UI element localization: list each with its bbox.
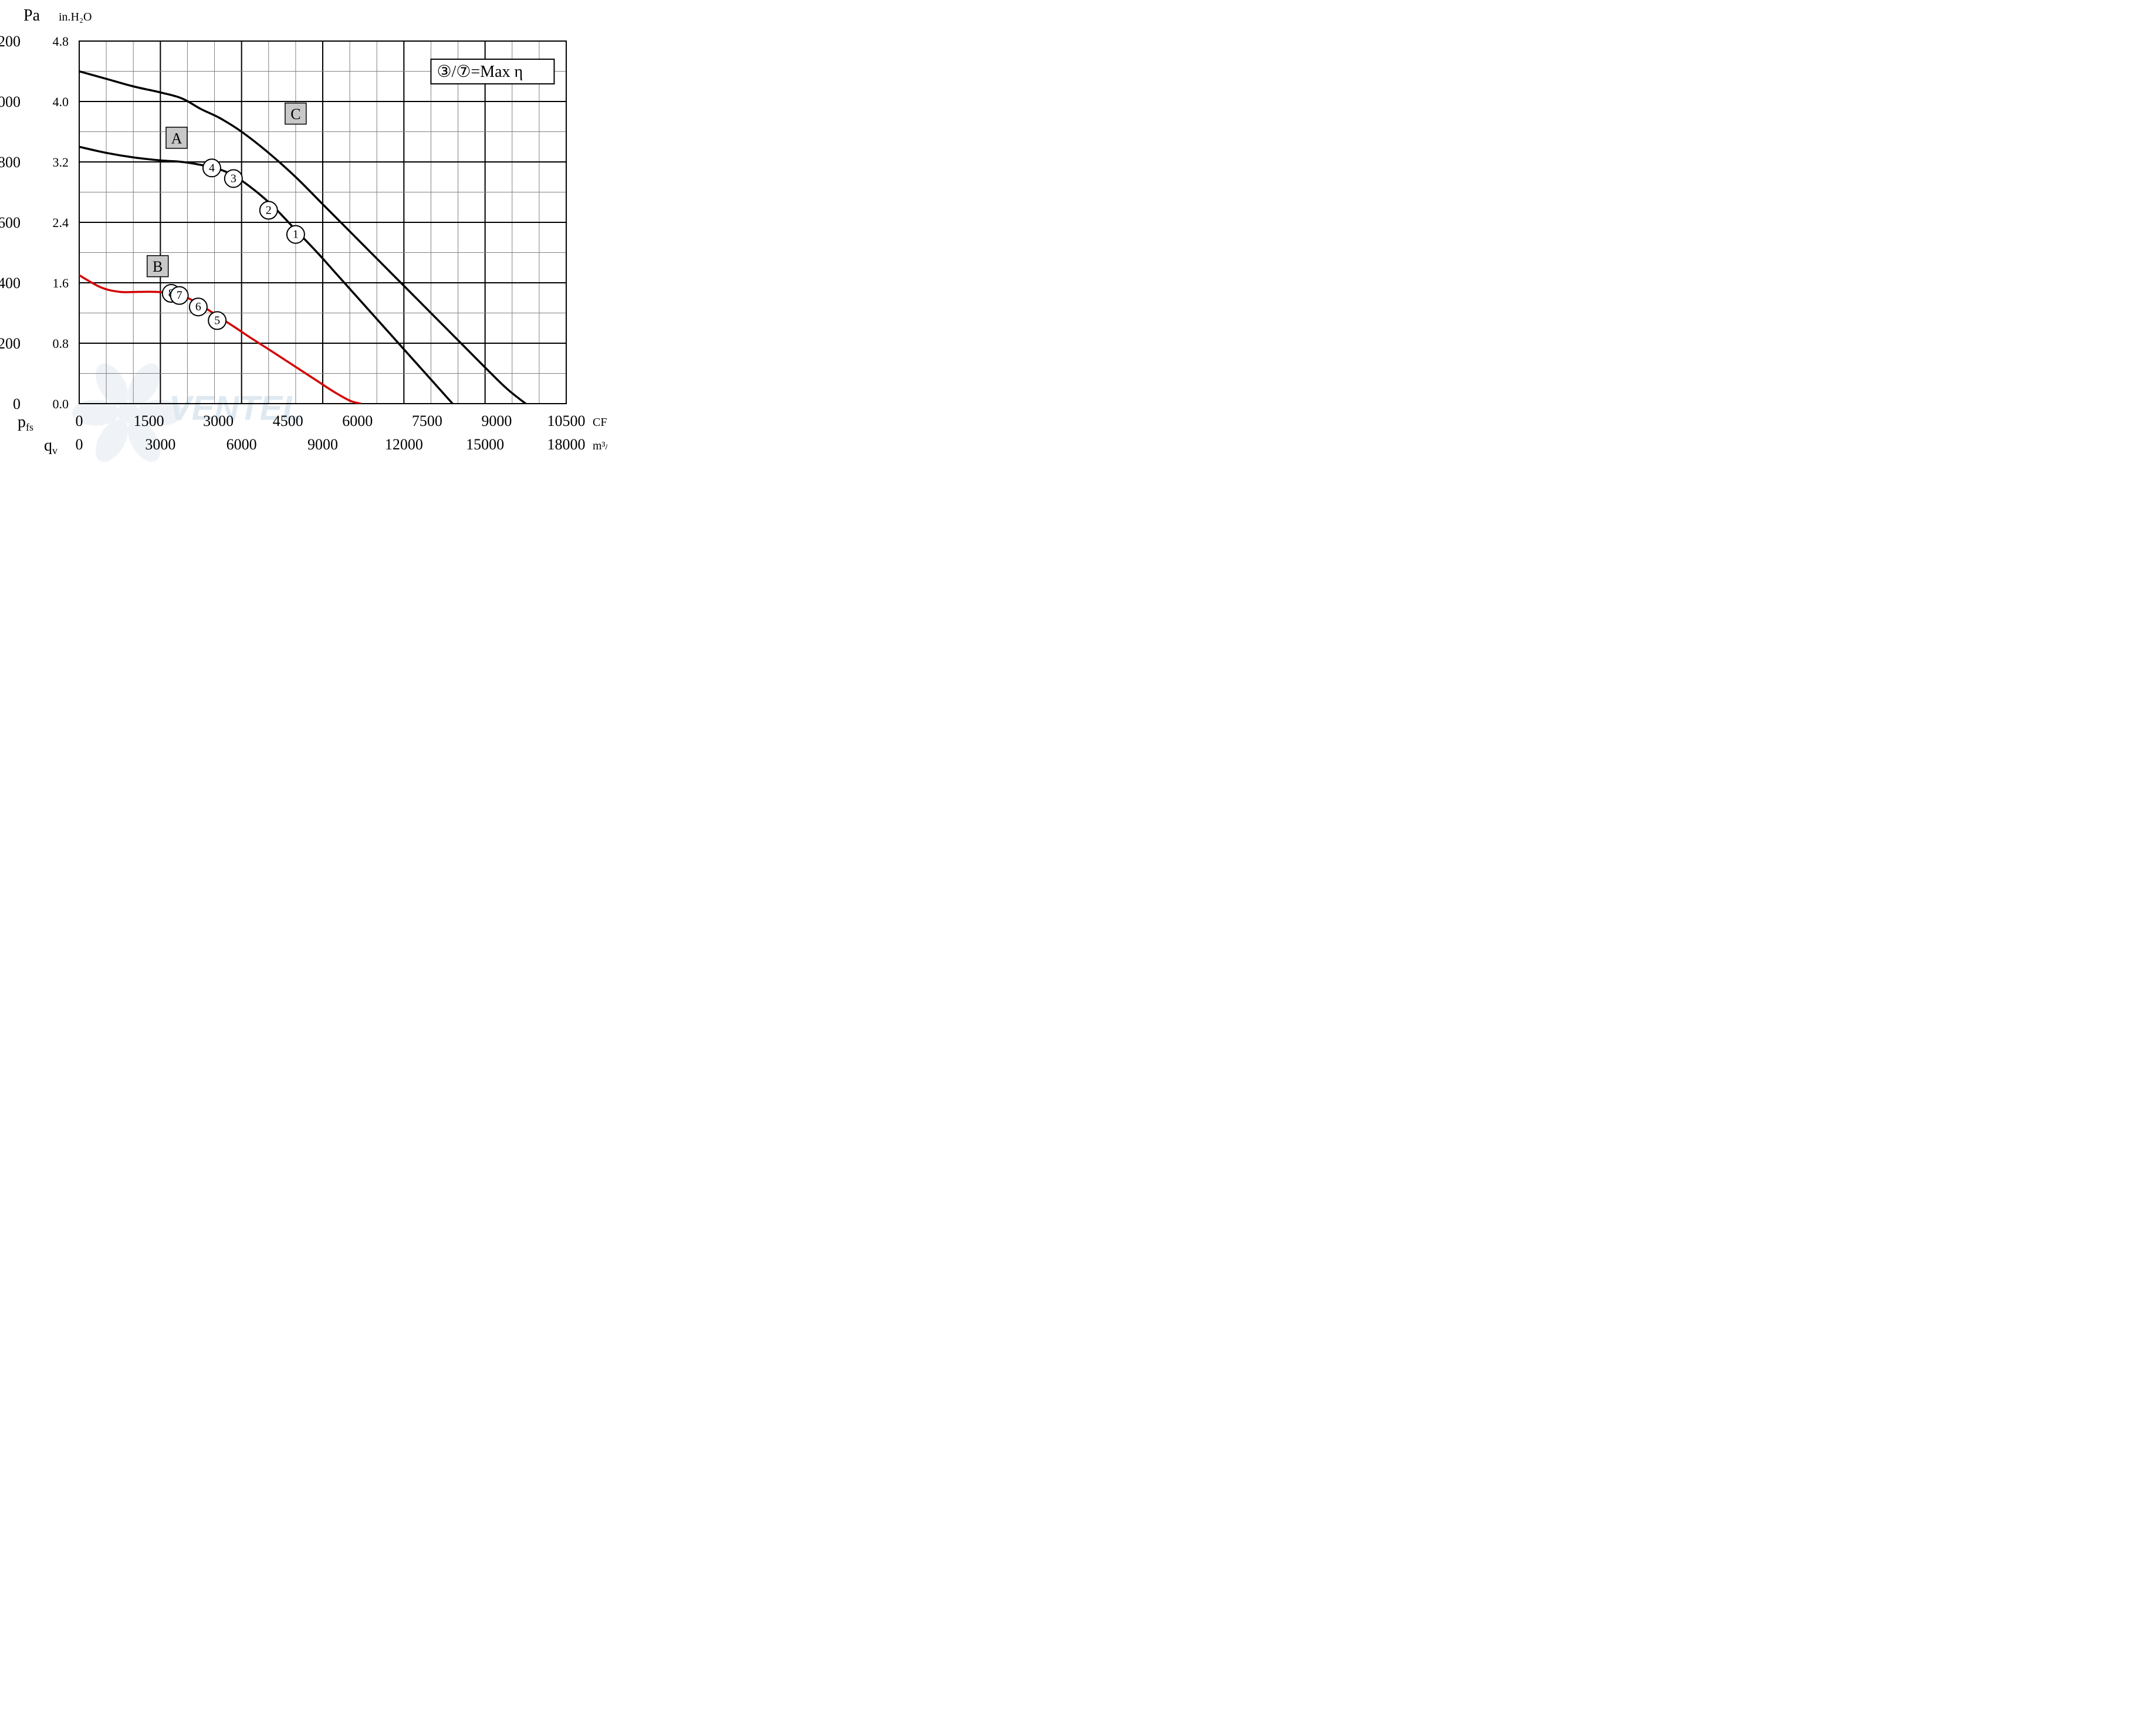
xtick-m3h: 6000 [226, 436, 257, 453]
ytick-inh2o: 0.8 [53, 336, 69, 351]
xtick-cfm: 6000 [342, 412, 373, 429]
ytick-inh2o: 3.2 [53, 155, 69, 170]
svg-text:C: C [290, 106, 300, 123]
ytick-inh2o: 4.0 [53, 94, 69, 109]
ytick-pa: 200 [0, 335, 21, 352]
fan-performance-chart: VENTELABC43218765③/⑦=Max η02004006008001… [0, 0, 2147, 491]
marker-5: 5 [208, 312, 226, 329]
xtick-m3h: 18000 [547, 436, 586, 453]
xtick-m3h: 3000 [145, 436, 175, 453]
x-unit-m3h: m³/h [593, 439, 607, 452]
xtick-m3h: 12000 [385, 436, 423, 453]
marker-6: 6 [190, 298, 207, 316]
ytick-inh2o: 4.8 [53, 34, 69, 49]
ytick-inh2o: 0.0 [53, 397, 69, 411]
svg-text:2: 2 [266, 204, 272, 216]
svg-text:7: 7 [177, 289, 182, 302]
ytick-pa: 800 [0, 154, 21, 171]
x-unit-cfm: CFM [593, 416, 607, 429]
svg-text:B: B [153, 258, 163, 275]
xtick-m3h: 9000 [307, 436, 338, 453]
ytick-inh2o: 2.4 [53, 215, 69, 230]
xtick-cfm: 1500 [134, 412, 164, 429]
svg-text:6: 6 [195, 300, 201, 313]
svg-text:1: 1 [293, 228, 299, 241]
marker-1: 1 [287, 226, 305, 243]
legend-max-eta: ③/⑦=Max η [431, 59, 554, 84]
ytick-pa: 1200 [0, 33, 21, 50]
curve-tag-A: A [166, 127, 187, 148]
xtick-cfm: 10500 [547, 412, 586, 429]
ytick-inh2o: 1.6 [53, 276, 69, 290]
marker-4: 4 [203, 159, 221, 177]
y-unit-inh2o: in.H₂O [59, 11, 92, 23]
ytick-pa: 0 [13, 395, 21, 412]
curve-tag-C: C [285, 103, 306, 124]
xtick-m3h: 0 [76, 436, 83, 453]
svg-text:5: 5 [214, 314, 220, 327]
svg-text:3: 3 [231, 172, 236, 185]
svg-text:③/⑦=Max η: ③/⑦=Max η [437, 63, 523, 81]
xtick-m3h: 15000 [466, 436, 504, 453]
xtick-cfm: 3000 [203, 412, 234, 429]
xtick-cfm: 9000 [481, 412, 512, 429]
xtick-cfm: 0 [76, 412, 83, 429]
xtick-cfm: 7500 [412, 412, 442, 429]
marker-3: 3 [225, 170, 242, 187]
curve-tag-B: B [147, 256, 168, 277]
svg-text:A: A [171, 130, 182, 147]
xtick-cfm: 4500 [273, 412, 303, 429]
ytick-pa: 600 [0, 214, 21, 231]
ytick-pa: 400 [0, 275, 21, 292]
y-unit-pa: Pa [23, 6, 40, 25]
svg-text:4: 4 [209, 161, 215, 174]
marker-7: 7 [171, 287, 188, 304]
ytick-pa: 1000 [0, 93, 21, 110]
marker-2: 2 [260, 201, 278, 219]
